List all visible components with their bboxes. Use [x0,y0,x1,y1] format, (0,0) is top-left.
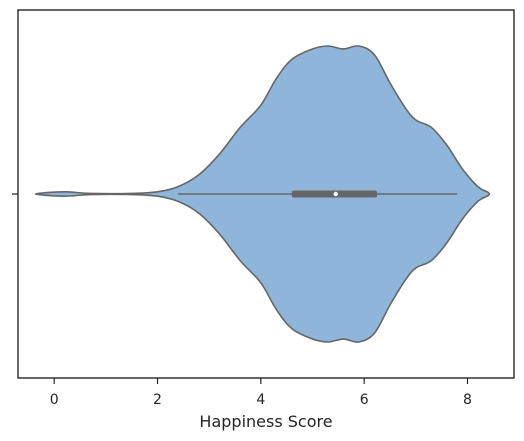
x-axis-label: Happiness Score [199,412,332,431]
median-point [333,191,338,197]
x-tick-label: 4 [256,392,265,408]
x-tick-label: 2 [153,392,162,408]
x-tick-label: 8 [463,392,472,408]
x-tick-label: 6 [360,392,369,408]
x-tick-label: 0 [50,392,59,408]
x-axis-ticks: 0 2 4 6 8 [50,378,472,408]
